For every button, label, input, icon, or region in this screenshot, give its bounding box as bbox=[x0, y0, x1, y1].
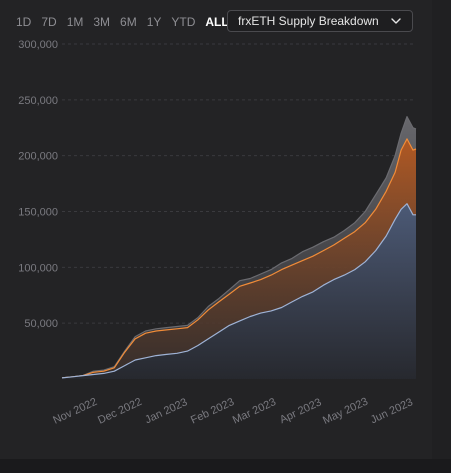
x-tick-label: Dec 2022 bbox=[96, 396, 144, 427]
bottom-edge bbox=[0, 459, 451, 473]
range-button-1y[interactable]: 1Y bbox=[146, 15, 162, 29]
x-tick-label: Nov 2022 bbox=[51, 396, 99, 427]
range-button-ytd[interactable]: YTD bbox=[171, 15, 196, 29]
chevron-down-icon bbox=[391, 18, 401, 24]
right-edge bbox=[432, 0, 451, 459]
x-tick-label: Feb 2023 bbox=[189, 396, 236, 427]
y-tick-label: 200,000 bbox=[18, 151, 58, 163]
series-line-lower bbox=[61, 203, 416, 379]
x-tick-label: Apr 2023 bbox=[278, 396, 324, 426]
y-tick-label: 250,000 bbox=[18, 95, 58, 107]
range-button-6m[interactable]: 6M bbox=[120, 15, 137, 29]
series-select-dropdown[interactable]: frxETH Supply Breakdown bbox=[227, 10, 413, 32]
x-tick-label: May 2023 bbox=[321, 396, 370, 427]
x-tick-label: Mar 2023 bbox=[231, 396, 278, 427]
range-button-all[interactable]: ALL bbox=[205, 15, 229, 29]
area-series bbox=[61, 116, 417, 379]
y-axis: 300,000 250,000 200,000 150,000 100,000 50,00… bbox=[18, 39, 58, 330]
time-range-selector: 1D 7D 1M 3M 6M 1Y YTD ALL bbox=[16, 10, 239, 34]
range-button-1m[interactable]: 1M bbox=[66, 15, 84, 29]
y-tick-label: 150,000 bbox=[18, 207, 58, 219]
range-button-3m[interactable]: 3M bbox=[93, 15, 111, 29]
series-line-middle bbox=[61, 138, 417, 379]
y-tick-label: 50,000 bbox=[24, 318, 58, 330]
series-area-lower bbox=[62, 203, 416, 379]
range-button-1d[interactable]: 1D bbox=[16, 15, 32, 29]
y-tick-label: 100,000 bbox=[18, 262, 58, 274]
range-button-7d[interactable]: 7D bbox=[41, 15, 57, 29]
y-tick-label: 300,000 bbox=[18, 39, 58, 51]
x-tick-label: Jun 2023 bbox=[369, 396, 415, 426]
dropdown-selected-label: frxETH Supply Breakdown bbox=[238, 14, 379, 28]
x-tick-label: Jan 2023 bbox=[143, 396, 189, 426]
series-line-total bbox=[61, 116, 417, 379]
